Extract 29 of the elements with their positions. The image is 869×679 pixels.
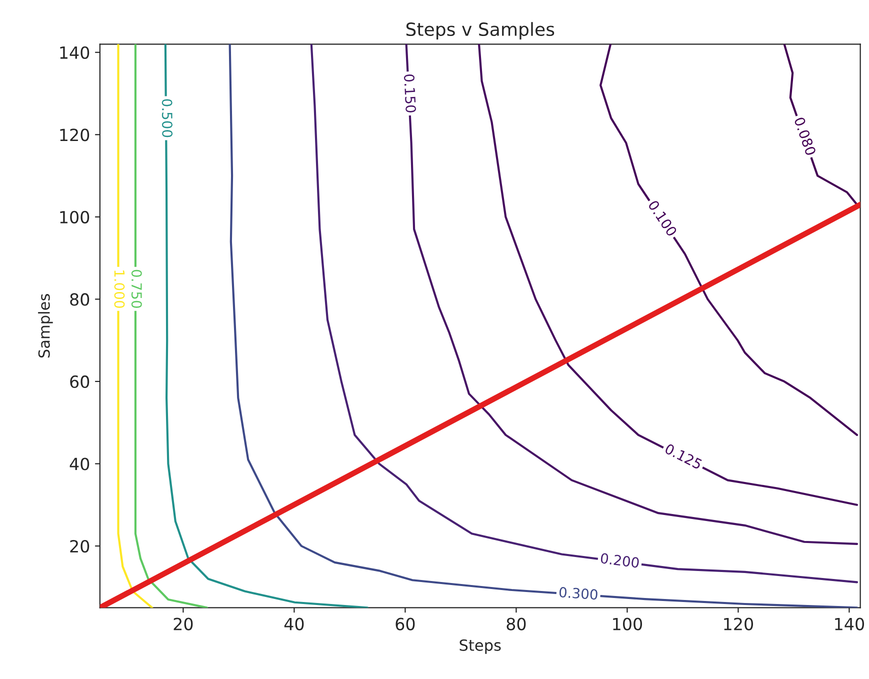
x-axis-title: Steps [460, 639, 501, 654]
text: 0.500 [162, 99, 173, 138]
text: 0.080 [794, 116, 816, 156]
x-tick-label: 80 [506, 618, 526, 630]
x-tick-label: 100 [613, 618, 642, 630]
x-tick-label: 40 [284, 618, 304, 630]
x-tick-label: 140 [835, 618, 864, 630]
y-tick-label: 40 [70, 458, 90, 470]
y-tick-label: 100 [60, 210, 90, 224]
line-series [310, 44, 858, 584]
y-tick-label: 120 [60, 128, 90, 142]
text: 1.000 [114, 270, 125, 308]
y-axis-title: Samples [38, 294, 53, 358]
text: 0.150 [404, 74, 416, 113]
line-series [478, 44, 858, 506]
series-label: 0.300 [559, 586, 598, 600]
chart-title: Steps v Samples [406, 22, 554, 40]
text: 0.750 [131, 270, 142, 308]
line-series [600, 44, 858, 436]
x-tick-label: 20 [174, 618, 193, 630]
x-tick-label: 120 [724, 618, 754, 630]
line-series [405, 44, 858, 545]
y-tick-label: 80 [70, 293, 90, 306]
text: 0.200 [600, 552, 640, 568]
y-tick-label: 20 [70, 540, 90, 553]
y-tick-label: 60 [70, 375, 90, 388]
line-series [228, 44, 858, 608]
y-tick-label: 140 [60, 46, 90, 59]
x-tick-label: 60 [396, 618, 415, 630]
